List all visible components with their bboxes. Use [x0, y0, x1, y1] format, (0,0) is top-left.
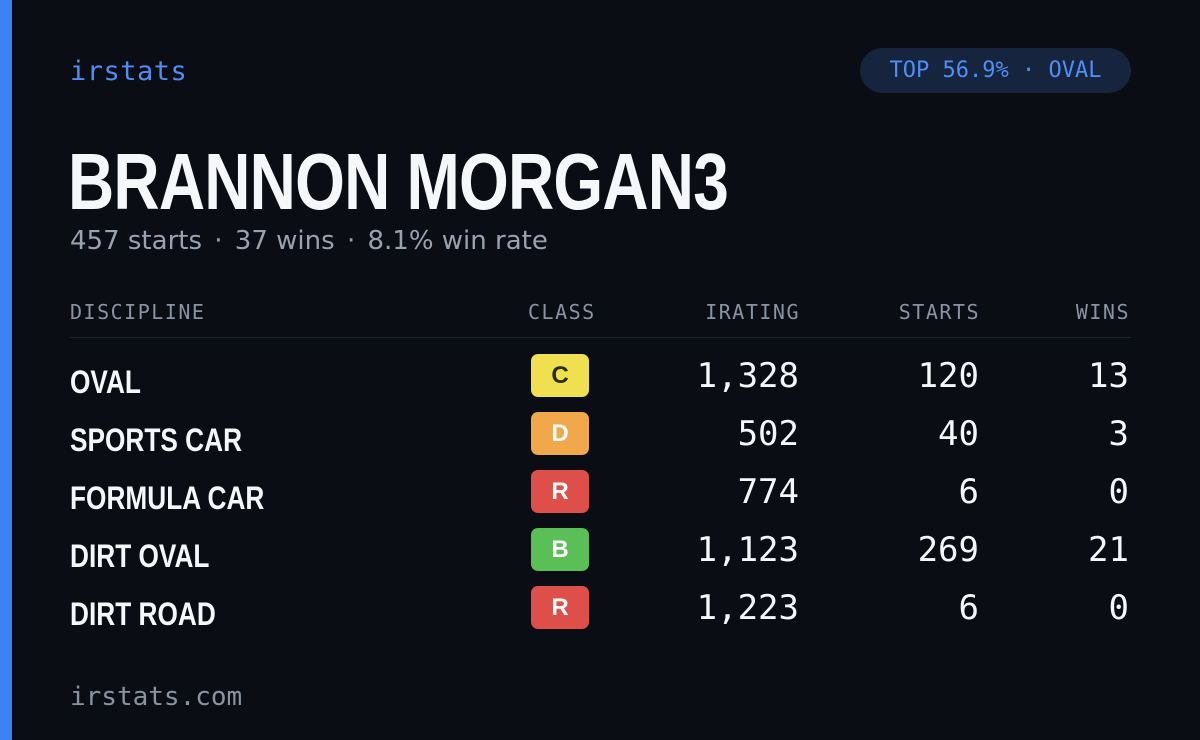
table-row: DIRT OVAL B 1,123 269 21 [0, 528, 1200, 586]
row-starts: 6 [958, 472, 979, 512]
header-divider [70, 337, 1131, 338]
percentile-badge: TOP 56.9% · OVAL [860, 48, 1131, 93]
row-irating: 502 [737, 414, 799, 454]
row-wins: 0 [1108, 472, 1129, 512]
row-irating: 1,123 [696, 530, 799, 570]
summary-wins: 37 wins [234, 226, 335, 256]
column-header-irating: IRATING [705, 300, 800, 324]
table-row: DIRT ROAD R 1,223 6 0 [0, 586, 1200, 644]
row-discipline: FORMULA CAR [70, 480, 265, 516]
class-badge: C [531, 354, 589, 397]
class-badge: R [531, 586, 589, 629]
footer-url: irstats.com [70, 682, 243, 712]
table-row: SPORTS CAR D 502 40 3 [0, 412, 1200, 470]
summary-starts: 457 starts [70, 226, 202, 256]
row-irating: 1,223 [696, 588, 799, 628]
row-wins: 21 [1088, 530, 1129, 570]
class-badge: R [531, 470, 589, 513]
table-row: OVAL C 1,328 120 13 [0, 354, 1200, 412]
column-header-class: CLASS [528, 300, 596, 324]
driver-name: BRANNON MORGAN3 [68, 137, 729, 226]
driver-summary: 457 starts · 37 wins · 8.1% win rate [70, 226, 548, 256]
row-wins: 0 [1108, 588, 1129, 628]
summary-separator: · [346, 226, 356, 256]
row-discipline: DIRT OVAL [70, 538, 210, 574]
table-row: FORMULA CAR R 774 6 0 [0, 470, 1200, 528]
accent-bar [0, 0, 12, 740]
summary-win-rate: 8.1% win rate [367, 226, 548, 256]
summary-separator: · [214, 226, 223, 256]
column-header-starts: STARTS [898, 300, 980, 324]
brand-logo: irstats [70, 56, 188, 87]
column-header-wins: WINS [1075, 300, 1130, 324]
row-starts: 6 [958, 588, 979, 628]
row-discipline: DIRT ROAD [70, 596, 216, 632]
column-header-discipline: DISCIPLINE [70, 300, 206, 324]
row-wins: 3 [1108, 414, 1129, 454]
class-badge: D [531, 412, 589, 455]
row-irating: 1,328 [696, 356, 799, 396]
row-starts: 120 [917, 356, 979, 396]
class-badge: B [531, 528, 589, 571]
row-discipline: OVAL [70, 364, 141, 400]
row-discipline: SPORTS CAR [70, 422, 243, 458]
row-wins: 13 [1088, 356, 1129, 396]
row-starts: 40 [938, 414, 979, 454]
row-starts: 269 [917, 530, 979, 570]
row-irating: 774 [737, 472, 799, 512]
